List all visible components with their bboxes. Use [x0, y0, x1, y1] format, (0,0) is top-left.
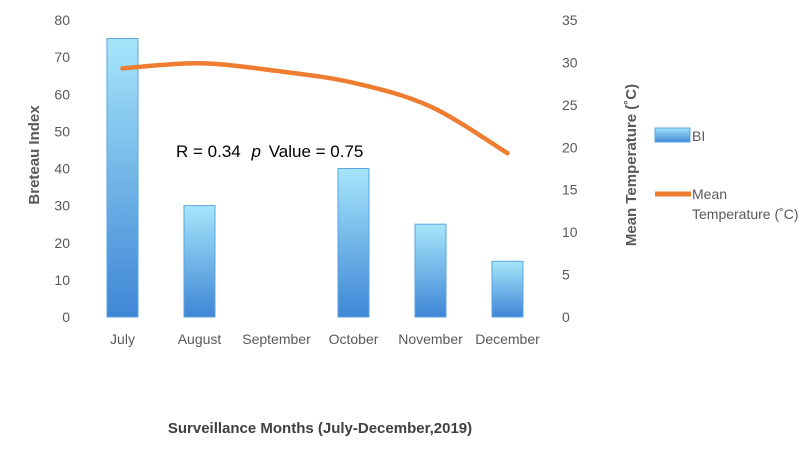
right-tick-label: 15	[562, 182, 578, 198]
correlation-annotation: R = 0.34 p Value = 0.75	[176, 142, 363, 161]
legend-temperature-label-line2: Temperature (˚C)	[692, 206, 799, 222]
line-series-mean-temperature	[122, 63, 507, 153]
left-tick-label: 40	[54, 161, 70, 177]
x-tick-label: July	[110, 331, 135, 347]
p-italic-text: p	[250, 142, 260, 161]
x-tick-label: August	[178, 331, 222, 347]
right-tick-label: 10	[562, 224, 578, 240]
legend-bi-swatch	[655, 128, 690, 142]
p-value-text: Value = 0.75	[269, 142, 364, 161]
right-y-axis-ticks: 0 5 10 15 20 25 30 35	[562, 12, 578, 325]
right-tick-label: 0	[562, 309, 570, 325]
left-tick-label: 80	[54, 12, 70, 28]
right-tick-label: 30	[562, 54, 578, 70]
bar-series-bi	[107, 39, 523, 317]
left-tick-label: 10	[54, 272, 70, 288]
left-tick-label: 70	[54, 49, 70, 65]
left-tick-label: 50	[54, 123, 70, 139]
x-tick-label: October	[329, 331, 379, 347]
x-tick-label: September	[242, 331, 311, 347]
x-tick-label: December	[475, 331, 540, 347]
x-axis-title: Surveillance Months (July-December,2019)	[168, 420, 472, 437]
y-axis-left-title: Breteau Index	[26, 105, 43, 205]
bar-december	[492, 261, 523, 317]
left-tick-label: 20	[54, 235, 70, 251]
bar-july	[107, 39, 138, 317]
right-tick-label: 5	[562, 267, 570, 283]
legend-bi-label: BI	[692, 128, 705, 144]
left-y-axis-ticks: 0 10 20 30 40 50 60 70 80	[54, 12, 70, 325]
right-tick-label: 35	[562, 12, 578, 28]
right-tick-label: 20	[562, 139, 578, 155]
x-axis-ticks: July August September October November Decemb…	[110, 331, 540, 347]
x-tick-label: November	[398, 331, 463, 347]
right-tick-label: 25	[562, 97, 578, 113]
y-axis-right-title: Mean Temperature (˚C)	[623, 84, 640, 246]
temperature-line	[123, 63, 508, 153]
legend: BI Mean Temperature (˚C)	[655, 128, 799, 222]
bar-august	[184, 206, 215, 317]
left-tick-label: 60	[54, 86, 70, 102]
r-value-text: R = 0.34	[176, 142, 241, 161]
bar-november	[415, 224, 446, 317]
legend-temperature-label-line1: Mean	[692, 186, 727, 202]
left-tick-label: 0	[62, 309, 70, 325]
bar-october	[338, 169, 369, 318]
left-tick-label: 30	[54, 198, 70, 214]
